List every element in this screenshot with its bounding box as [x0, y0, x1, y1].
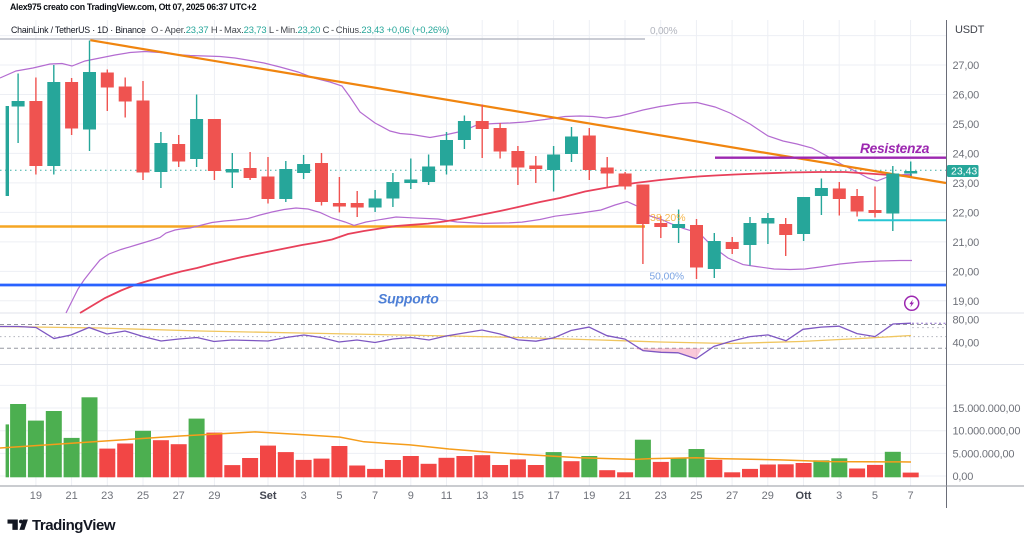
- svg-text:3: 3: [836, 490, 842, 502]
- svg-text:5: 5: [336, 490, 342, 502]
- svg-text:25,00: 25,00: [953, 119, 980, 131]
- svg-text:22,00: 22,00: [953, 207, 980, 219]
- svg-text:26,00: 26,00: [953, 90, 980, 102]
- svg-text:9: 9: [408, 490, 414, 502]
- svg-text:25: 25: [690, 490, 702, 502]
- svg-text:23: 23: [101, 490, 113, 502]
- svg-text:0,00: 0,00: [953, 471, 974, 483]
- svg-text:TradingView: TradingView: [32, 517, 116, 534]
- svg-text:40,00: 40,00: [953, 338, 980, 350]
- svg-text:Resistenza: Resistenza: [860, 141, 930, 156]
- svg-text:80,00: 80,00: [953, 315, 980, 327]
- svg-text:Supporto: Supporto: [378, 291, 439, 307]
- svg-text:3: 3: [301, 490, 307, 502]
- svg-text:15: 15: [512, 490, 524, 502]
- svg-text:20,00: 20,00: [953, 266, 980, 278]
- svg-text:Ott: Ott: [796, 490, 812, 502]
- svg-text:29: 29: [762, 490, 774, 502]
- svg-text:23: 23: [655, 490, 667, 502]
- svg-text:11: 11: [441, 490, 452, 502]
- svg-text:21: 21: [619, 490, 631, 502]
- svg-text:23,00: 23,00: [953, 178, 980, 190]
- svg-text:24,00: 24,00: [953, 148, 980, 160]
- svg-text:27: 27: [173, 490, 185, 502]
- svg-text:15.000.000,00: 15.000.000,00: [953, 403, 1021, 415]
- svg-text:29: 29: [208, 490, 220, 502]
- svg-text:27,00: 27,00: [953, 60, 980, 72]
- svg-text:27: 27: [726, 490, 738, 502]
- svg-text:50,00%: 50,00%: [650, 272, 685, 283]
- svg-text:7: 7: [908, 490, 914, 502]
- svg-text:10.000.000,00: 10.000.000,00: [953, 426, 1021, 438]
- svg-text:7: 7: [372, 490, 378, 502]
- svg-text:19: 19: [30, 490, 42, 502]
- svg-text:5.000.000,00: 5.000.000,00: [953, 448, 1015, 460]
- svg-text:19: 19: [583, 490, 595, 502]
- svg-text:17: 17: [547, 490, 559, 502]
- svg-text:21,00: 21,00: [953, 237, 980, 249]
- svg-text:21: 21: [65, 490, 77, 502]
- svg-text:USDT: USDT: [955, 24, 985, 36]
- svg-text:Set: Set: [259, 490, 276, 502]
- svg-text:38,20%: 38,20%: [650, 212, 686, 224]
- svg-text:5: 5: [872, 490, 878, 502]
- svg-text:23,43: 23,43: [951, 166, 977, 178]
- svg-text:0,00%: 0,00%: [650, 26, 678, 37]
- svg-text:25: 25: [137, 490, 149, 502]
- svg-text:13: 13: [476, 490, 488, 502]
- svg-text:19,00: 19,00: [953, 296, 980, 308]
